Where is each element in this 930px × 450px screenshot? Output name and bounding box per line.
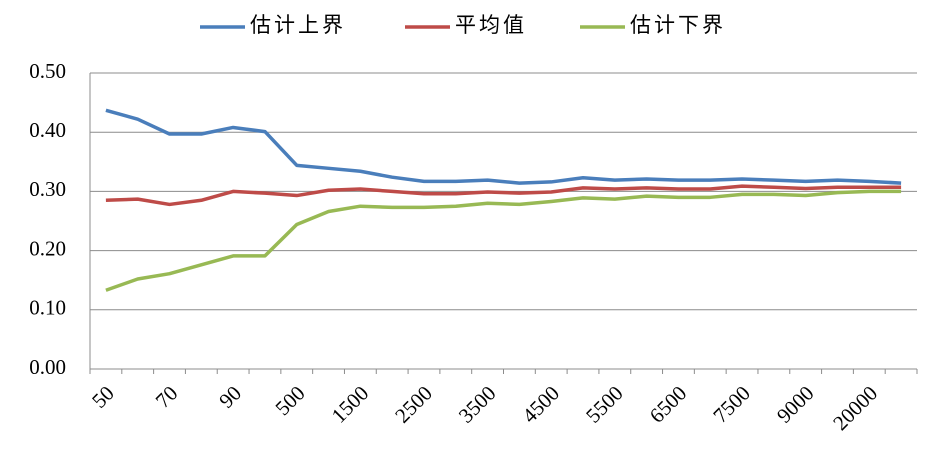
- x-tick-label: 70: [151, 381, 183, 413]
- legend-label: 平均值: [455, 13, 527, 37]
- legend-label: 估计上界: [250, 13, 346, 37]
- x-tick-label: 500: [270, 381, 309, 420]
- x-tick-label: 20000: [828, 381, 882, 435]
- y-tick-label: 0.30: [29, 177, 66, 201]
- x-tick-label: 9000: [772, 381, 819, 428]
- x-tick-label: 90: [214, 381, 246, 413]
- x-tick-label: 1500: [327, 381, 374, 428]
- series-line: [105, 108, 902, 185]
- x-tick-label: 50: [87, 381, 119, 413]
- x-tick-label: 4500: [517, 381, 564, 428]
- x-tick-label: 5500: [581, 381, 628, 428]
- y-tick-label: 0.50: [29, 59, 66, 83]
- y-tick-label: 0.00: [29, 355, 66, 379]
- y-tick-label: 0.40: [29, 118, 66, 142]
- series-line: [105, 184, 902, 207]
- x-tick-label: 7500: [708, 381, 755, 428]
- x-tick-label: 3500: [454, 381, 501, 428]
- legend-label: 估计下界: [630, 13, 726, 37]
- y-tick-label: 0.20: [29, 236, 66, 260]
- y-tick-label: 0.10: [29, 296, 66, 320]
- x-tick-label: 6500: [645, 381, 692, 428]
- x-tick-label: 2500: [390, 381, 437, 428]
- series-line: [105, 189, 902, 292]
